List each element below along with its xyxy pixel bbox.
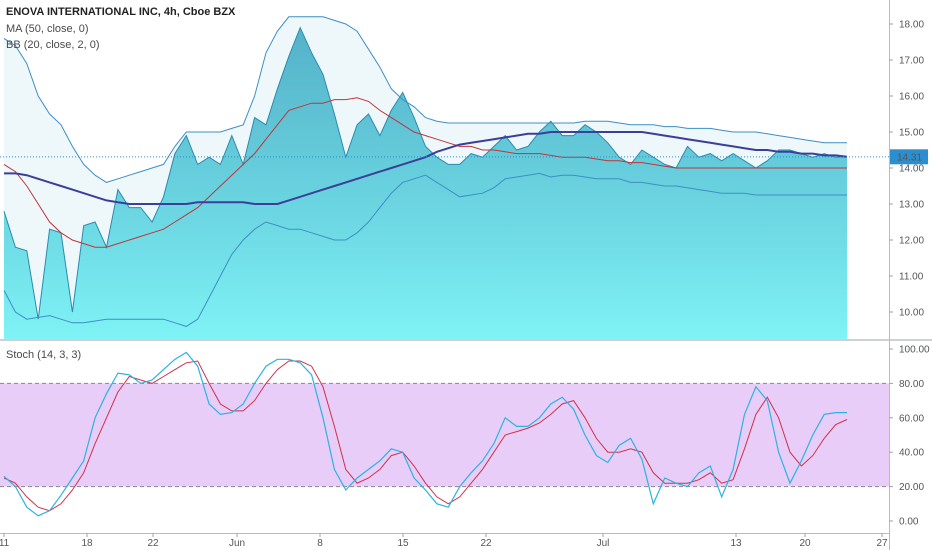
price-axis[interactable]: 18.00 17.00 16.00 15.00 14.00 13.00 12.00 11.00… <box>889 20 924 319</box>
time-axis-tick: 20 <box>799 538 811 549</box>
price-axis-tick: 15.00 <box>899 128 924 139</box>
bb-lower-line <box>3 172 847 327</box>
bb-basis-line <box>3 97 847 248</box>
time-axis-tick: Jul <box>597 538 610 549</box>
last-price-badge: 14.31 <box>890 149 928 165</box>
stoch-band-fill <box>0 383 889 487</box>
bb-upper-line <box>3 16 847 183</box>
ma-line <box>4 131 848 205</box>
bb-indicator-label[interactable]: BB (20, close, 2, 0) <box>6 39 100 51</box>
last-price-badge-label: 14.31 <box>897 152 922 163</box>
price-plot[interactable] <box>0 16 889 339</box>
stoch-axis-tick: 40.00 <box>899 448 924 459</box>
stoch-indicator-label[interactable]: Stoch (14, 3, 3) <box>6 349 81 361</box>
symbol-title: ENOVA INTERNATIONAL INC, 4h, Cboe BZX <box>6 6 236 18</box>
price-axis-tick: 14.00 <box>899 164 924 175</box>
stochastic-plot[interactable] <box>0 351 889 517</box>
ma-indicator-label[interactable]: MA (50, close, 0) <box>6 23 89 35</box>
price-axis-tick: 11.00 <box>899 272 924 283</box>
price-area <box>4 27 847 339</box>
stoch-axis-tick: 80.00 <box>899 379 924 390</box>
time-axis-tick: 22 <box>147 538 159 549</box>
time-axis-tick: 13 <box>730 538 742 549</box>
time-axis[interactable]: 11 18 22 Jun 8 15 22 Jul 13 20 27 <box>0 533 888 549</box>
last-price-badge-bg <box>890 149 928 165</box>
time-axis-tick: 22 <box>480 538 492 549</box>
time-axis-tick: 27 <box>876 538 888 549</box>
stoch-axis-tick: 100.00 <box>899 345 930 356</box>
price-axis-tick: 18.00 <box>899 20 924 31</box>
price-axis-tick: 17.00 <box>899 56 924 67</box>
stoch-axis-tick: 0.00 <box>899 517 919 528</box>
stoch-axis-tick: 60.00 <box>899 413 924 424</box>
stoch-k-line <box>3 351 847 517</box>
time-axis-tick: Jun <box>229 538 245 549</box>
time-axis-tick: 8 <box>317 538 323 549</box>
price-axis-tick: 10.00 <box>899 308 924 319</box>
time-axis-tick: 15 <box>397 538 409 549</box>
time-axis-tick: 18 <box>81 538 93 549</box>
time-axis-tick: 11 <box>0 538 10 549</box>
price-axis-tick: 12.00 <box>899 236 924 247</box>
price-axis-tick: 16.00 <box>899 92 924 103</box>
price-axis-tick: 13.00 <box>899 200 924 211</box>
stoch-d-line <box>3 360 848 512</box>
price-line <box>3 26 848 320</box>
stoch-axis-tick: 20.00 <box>899 482 924 493</box>
stochastic-axis[interactable]: 100.00 80.00 60.00 40.00 20.00 0.00 <box>889 345 930 528</box>
